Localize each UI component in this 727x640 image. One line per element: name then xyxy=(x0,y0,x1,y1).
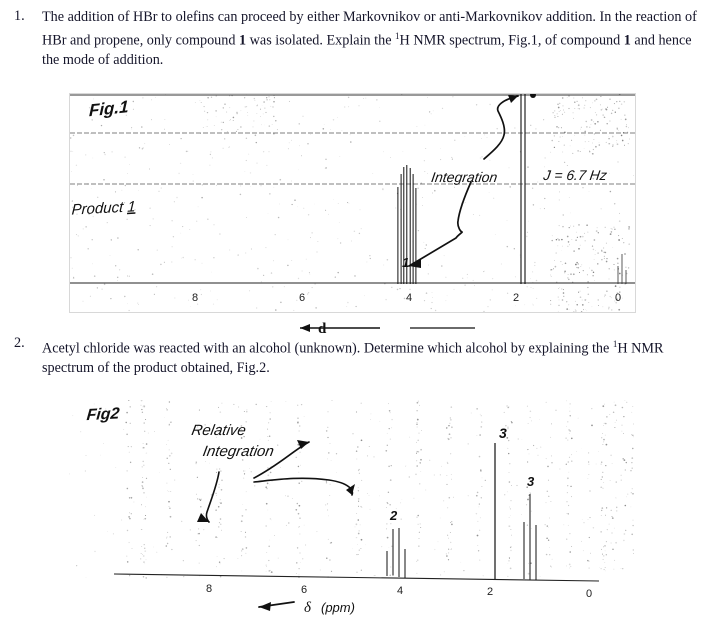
svg-text:4: 4 xyxy=(406,292,412,304)
svg-text:3: 3 xyxy=(527,474,535,489)
svg-text:2: 2 xyxy=(513,292,519,304)
svg-text:1: 1 xyxy=(402,255,409,270)
svg-text:Integration: Integration xyxy=(201,443,275,460)
svg-text:δ: δ xyxy=(304,600,312,616)
svg-text:8: 8 xyxy=(206,583,212,595)
svg-text:J = 6.7 Hz: J = 6.7 Hz xyxy=(541,167,608,183)
svg-text:Fig.1: Fig.1 xyxy=(89,97,129,120)
svg-text:8: 8 xyxy=(192,292,198,304)
svg-text:(ppm): (ppm) xyxy=(321,600,355,615)
svg-text:6: 6 xyxy=(299,292,305,304)
svg-text:Integration: Integration xyxy=(430,169,498,185)
svg-text:Relative: Relative xyxy=(190,422,247,439)
svg-text:0: 0 xyxy=(615,292,621,304)
svg-text:2: 2 xyxy=(487,586,493,598)
svg-text:Product 1: Product 1 xyxy=(71,198,136,218)
svg-text:3: 3 xyxy=(499,425,507,441)
svg-text:4: 4 xyxy=(397,585,403,597)
svg-text:6: 6 xyxy=(301,584,307,596)
svg-text:Fig2: Fig2 xyxy=(86,404,120,424)
svg-text:2: 2 xyxy=(389,508,398,523)
svg-text:0: 0 xyxy=(586,588,592,600)
